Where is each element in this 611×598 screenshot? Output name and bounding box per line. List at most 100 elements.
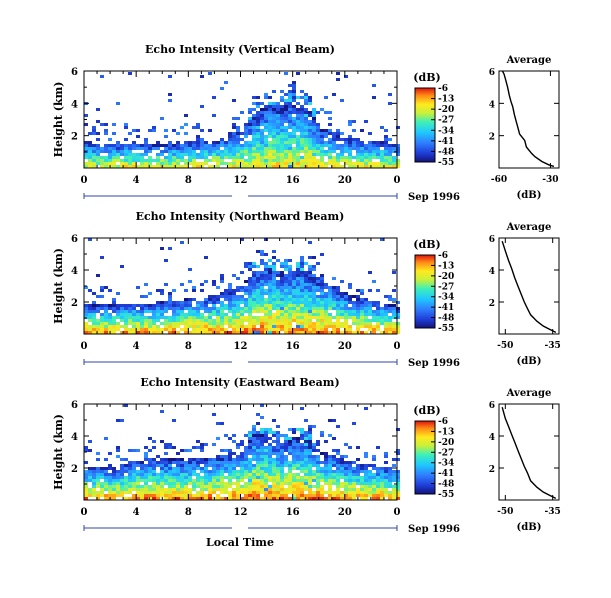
heatmap-cell	[296, 268, 300, 271]
heatmap-cell	[236, 482, 240, 485]
heatmap-cell	[152, 325, 156, 328]
heatmap-cell	[308, 494, 312, 497]
heatmap-cell	[116, 446, 120, 449]
heatmap-cell	[144, 467, 148, 470]
heatmap-cell	[360, 141, 364, 144]
heatmap-cell	[292, 307, 296, 310]
heatmap-cell	[296, 274, 300, 277]
heatmap-cell	[260, 404, 264, 407]
heatmap-cell	[256, 479, 260, 482]
heatmap-cell	[204, 482, 208, 485]
heatmap-cell	[376, 153, 380, 156]
heatmap-cell	[236, 488, 240, 491]
heatmap-cell	[196, 313, 200, 316]
heatmap-cell	[304, 313, 308, 316]
average-x-tick-label: -50	[497, 341, 513, 351]
heatmap-cell	[384, 491, 388, 494]
heatmap-cell	[108, 162, 112, 165]
heatmap-cell	[308, 449, 312, 452]
heatmap-cell	[304, 485, 308, 488]
heatmap-cell	[224, 298, 228, 301]
heatmap-cell	[320, 485, 324, 488]
heatmap-cell	[92, 156, 96, 159]
heatmap-cell	[296, 277, 300, 280]
heatmap-cell	[176, 304, 180, 307]
x-tick-label: 0	[81, 341, 88, 352]
heatmap-cell	[316, 126, 320, 129]
heatmap-cell	[160, 313, 164, 316]
heatmap-cell	[204, 328, 208, 331]
heatmap-cell	[396, 488, 400, 491]
heatmap-cell	[348, 313, 352, 316]
heatmap-cell	[360, 162, 364, 165]
heatmap-cell	[304, 150, 308, 153]
heatmap-cell	[240, 144, 244, 147]
heatmap-cell	[392, 298, 396, 301]
heatmap-cell	[268, 325, 272, 328]
heatmap-cell	[112, 304, 116, 307]
heatmap-cell	[200, 479, 204, 482]
heatmap-cell	[184, 114, 188, 117]
heatmap-cell	[112, 301, 116, 304]
heatmap-cell	[364, 473, 368, 476]
heatmap-cell	[340, 470, 344, 473]
heatmap-cell	[208, 144, 212, 147]
heatmap-cell	[276, 150, 280, 153]
heatmap-cell	[352, 307, 356, 310]
heatmap-cell	[156, 310, 160, 313]
heatmap-cell	[316, 497, 320, 500]
heatmap-cell	[136, 159, 140, 162]
heatmap-cell	[248, 147, 252, 150]
heatmap-cell	[88, 162, 92, 165]
heatmap-cell	[236, 295, 240, 298]
heatmap-cell	[244, 298, 248, 301]
heatmap-cell	[148, 470, 152, 473]
heatmap-cell	[168, 147, 172, 150]
heatmap-cell	[260, 331, 264, 334]
heatmap-cell	[228, 485, 232, 488]
heatmap-cell	[296, 310, 300, 313]
y-tick-label: 6	[71, 400, 78, 411]
heatmap-cell	[256, 129, 260, 132]
heatmap-cell	[92, 313, 96, 316]
heatmap-cell	[320, 319, 324, 322]
heatmap-cell	[264, 331, 268, 334]
heatmap-cell	[132, 328, 136, 331]
heatmap-cell	[288, 286, 292, 289]
heatmap-cell	[288, 153, 292, 156]
heatmap-cell	[252, 440, 256, 443]
heatmap-cell	[148, 316, 152, 319]
heatmap-cell	[248, 153, 252, 156]
heatmap-cell	[228, 310, 232, 313]
heatmap-cell	[336, 307, 340, 310]
heatmap-cell	[252, 434, 256, 437]
heatmap-cell	[248, 132, 252, 135]
heatmap-cell	[196, 304, 200, 307]
heatmap-cell	[184, 325, 188, 328]
heatmap-cell	[108, 144, 112, 147]
heatmap-cell	[128, 482, 132, 485]
heatmap-cell	[204, 479, 208, 482]
heatmap-cell	[180, 283, 184, 286]
heatmap-cell	[164, 452, 168, 455]
heatmap-cell	[360, 159, 364, 162]
heatmap-cell	[352, 331, 356, 334]
heatmap-cell	[300, 96, 304, 99]
date-label: Sep 1996	[408, 358, 460, 369]
heatmap-cell	[176, 497, 180, 500]
y-axis-label: Height (km)	[52, 414, 65, 490]
heatmap-cell	[120, 331, 124, 334]
heatmap-cell	[368, 319, 372, 322]
heatmap-cell	[288, 443, 292, 446]
heatmap-cell	[368, 144, 372, 147]
heatmap-cell	[396, 331, 400, 334]
heatmap-cell	[372, 319, 376, 322]
heatmap-cell	[340, 147, 344, 150]
heatmap-cell	[156, 301, 160, 304]
heatmap-cell	[276, 458, 280, 461]
colorbar-tick-label: -34	[438, 459, 454, 469]
heatmap-cell	[332, 328, 336, 331]
heatmap-cell	[204, 319, 208, 322]
heatmap-cell	[280, 162, 284, 165]
heatmap-cell	[112, 491, 116, 494]
